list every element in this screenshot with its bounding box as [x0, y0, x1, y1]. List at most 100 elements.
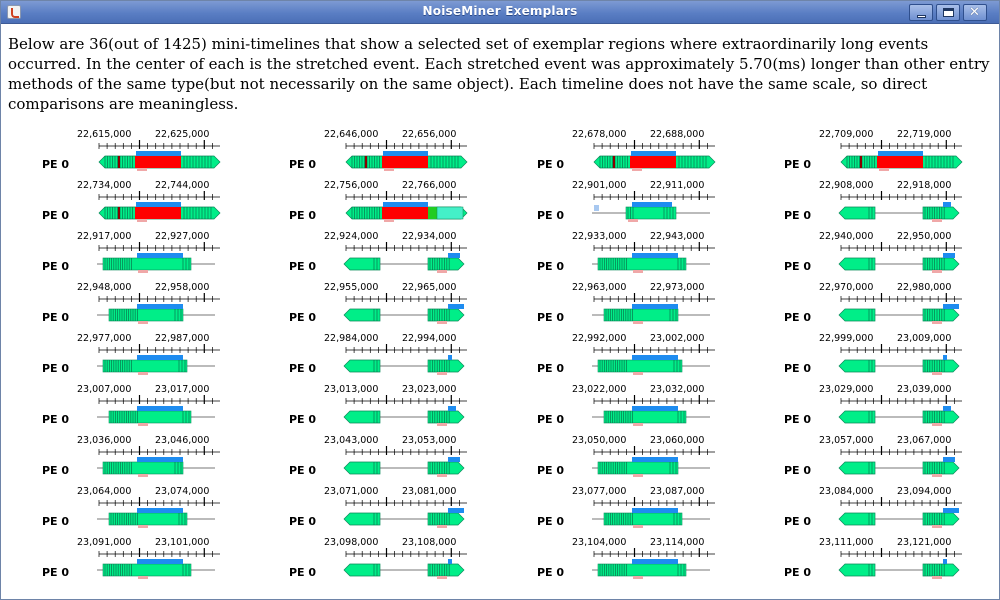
entry-block: [427, 410, 465, 424]
timeline-track: [97, 559, 215, 579]
minimize-button[interactable]: [909, 4, 933, 21]
mini-timeline[interactable]: 23,050,000 23,060,000 PE 0: [532, 432, 779, 483]
pe-label: PE 0: [42, 515, 69, 528]
pink-marker: [932, 474, 942, 477]
mini-timeline[interactable]: 23,064,000 23,074,000 PE 0: [37, 483, 284, 534]
timeline-end-label: 23,060,000: [650, 435, 704, 446]
pe-label: PE 0: [289, 566, 316, 579]
mini-timeline[interactable]: 23,022,000 23,032,000 PE 0: [532, 381, 779, 432]
mini-timeline[interactable]: 22,678,000 22,688,000 PE 0: [532, 126, 779, 177]
mini-timeline[interactable]: 23,043,000 23,053,000 PE 0: [284, 432, 531, 483]
timeline-plot: 23,022,000 23,032,000 PE 0: [537, 384, 715, 426]
entry-block: [922, 461, 960, 475]
timeline-end-label: 23,114,000: [650, 537, 704, 548]
duration-bar: [632, 253, 678, 258]
pe-label: PE 0: [784, 311, 811, 324]
timeline-track: [593, 151, 716, 171]
mini-timeline[interactable]: 22,992,000 23,002,000 PE 0: [532, 330, 779, 381]
mini-timeline[interactable]: 22,615,000 22,625,000 PE 0: [37, 126, 284, 177]
mini-timeline[interactable]: 22,940,000 22,950,000 PE 0: [779, 228, 1000, 279]
timeline-plot: 22,908,000 22,918,000 PE 0: [784, 180, 962, 222]
mini-timeline[interactable]: 22,984,000 22,994,000 PE 0: [284, 330, 531, 381]
pe-label: PE 0: [537, 311, 564, 324]
pe-label: PE 0: [42, 209, 69, 222]
timeline-start-label: 23,077,000: [572, 486, 626, 497]
mini-timeline[interactable]: 23,029,000 23,039,000 PE 0: [779, 381, 1000, 432]
mini-timeline[interactable]: 22,756,000 22,766,000 PE 0: [284, 177, 531, 228]
mini-timeline[interactable]: 23,091,000 23,101,000 PE 0: [37, 534, 284, 585]
timeline-track: [98, 202, 221, 222]
mini-timeline[interactable]: 23,077,000 23,087,000 PE 0: [532, 483, 779, 534]
pink-marker: [932, 576, 942, 579]
mini-timeline[interactable]: 22,977,000 22,987,000 PE 0: [37, 330, 284, 381]
mini-timeline[interactable]: 22,963,000 22,973,000 PE 0: [532, 279, 779, 330]
timeline-plot: 22,756,000 22,766,000 PE 0: [289, 180, 468, 222]
timeline-track: [592, 202, 710, 222]
duration-bar: [878, 151, 923, 156]
duration-bar: [448, 457, 460, 462]
duration-bar: [632, 559, 678, 564]
close-button[interactable]: ✕: [963, 4, 987, 21]
mini-timeline[interactable]: 22,709,000 22,719,000 PE 0: [779, 126, 1000, 177]
duration-bar: [632, 406, 678, 411]
mini-timeline[interactable]: 22,917,000 22,927,000 PE 0: [37, 228, 284, 279]
mini-timeline[interactable]: 23,098,000 23,108,000 PE 0: [284, 534, 531, 585]
timeline-track: [592, 559, 710, 579]
entry-block: [922, 359, 960, 373]
timeline-track: [343, 559, 465, 579]
timeline-track: [592, 457, 710, 477]
mini-timeline[interactable]: 23,057,000 23,067,000 PE 0: [779, 432, 1000, 483]
timeline-start-label: 22,977,000: [77, 333, 131, 344]
timeline-track: [838, 202, 960, 222]
mini-timeline[interactable]: 22,970,000 22,980,000 PE 0: [779, 279, 1000, 330]
mini-timeline[interactable]: 23,013,000 23,023,000 PE 0: [284, 381, 531, 432]
pe-label: PE 0: [537, 413, 564, 426]
entry-block: [427, 563, 465, 577]
timeline-start-label: 23,036,000: [77, 435, 131, 446]
mini-timeline[interactable]: 23,084,000 23,094,000 PE 0: [779, 483, 1000, 534]
pe-label: PE 0: [42, 362, 69, 375]
timeline-plot: 23,077,000 23,087,000 PE 0: [537, 486, 715, 528]
duration-bar: [943, 559, 947, 564]
timeline-plot: 22,646,000 22,656,000 PE 0: [289, 129, 468, 171]
mini-timeline[interactable]: 22,948,000 22,958,000 PE 0: [37, 279, 284, 330]
stretched-event: [135, 156, 181, 168]
entry-block: [108, 512, 188, 526]
entry-block: [108, 410, 192, 424]
mini-timeline[interactable]: 22,734,000 22,744,000 PE 0: [37, 177, 284, 228]
mini-timeline[interactable]: 23,036,000 23,046,000 PE 0: [37, 432, 284, 483]
mini-timeline[interactable]: 22,908,000 22,918,000 PE 0: [779, 177, 1000, 228]
mini-timeline[interactable]: 23,111,000 23,121,000 PE 0: [779, 534, 1000, 585]
mini-timeline[interactable]: 22,999,000 23,009,000 PE 0: [779, 330, 1000, 381]
duration-bar: [943, 508, 959, 513]
timeline-start-label: 23,029,000: [819, 384, 873, 395]
entry-block: [343, 563, 381, 577]
mini-timeline[interactable]: 22,646,000 22,656,000 PE 0: [284, 126, 531, 177]
timeline-plot: 23,057,000 23,067,000 PE 0: [784, 435, 962, 477]
mini-timeline[interactable]: 22,901,000 22,911,000 PE 0: [532, 177, 779, 228]
mini-timeline[interactable]: 22,933,000 22,943,000 PE 0: [532, 228, 779, 279]
java-app-icon[interactable]: [7, 5, 21, 19]
timeline-plot: 22,963,000 22,973,000 PE 0: [537, 282, 715, 324]
timeline-end-label: 23,121,000: [897, 537, 951, 548]
title-bar[interactable]: NoiseMiner Exemplars ✕: [1, 1, 999, 24]
pink-marker: [633, 423, 643, 426]
timeline-plot: 23,104,000 23,114,000 PE 0: [537, 537, 715, 579]
pe-label: PE 0: [42, 311, 69, 324]
duration-bar: [632, 355, 678, 360]
maximize-button[interactable]: [936, 4, 960, 21]
entry-block: [625, 206, 677, 220]
stretched-event: [135, 207, 181, 219]
mini-timeline[interactable]: 22,924,000 22,934,000 PE 0: [284, 228, 531, 279]
timeline-start-label: 22,999,000: [819, 333, 873, 344]
duration-bar: [632, 457, 678, 462]
timeline-start-label: 22,940,000: [819, 231, 873, 242]
mini-timeline[interactable]: 23,007,000 23,017,000 PE 0: [37, 381, 284, 432]
timeline-plot: 23,098,000 23,108,000 PE 0: [289, 537, 467, 579]
mini-timeline[interactable]: 23,071,000 23,081,000 PE 0: [284, 483, 531, 534]
mini-timeline[interactable]: 22,955,000 22,965,000 PE 0: [284, 279, 531, 330]
entry-block: [427, 308, 465, 322]
duration-bar: [448, 406, 456, 411]
pink-marker: [633, 321, 643, 324]
mini-timeline[interactable]: 23,104,000 23,114,000 PE 0: [532, 534, 779, 585]
